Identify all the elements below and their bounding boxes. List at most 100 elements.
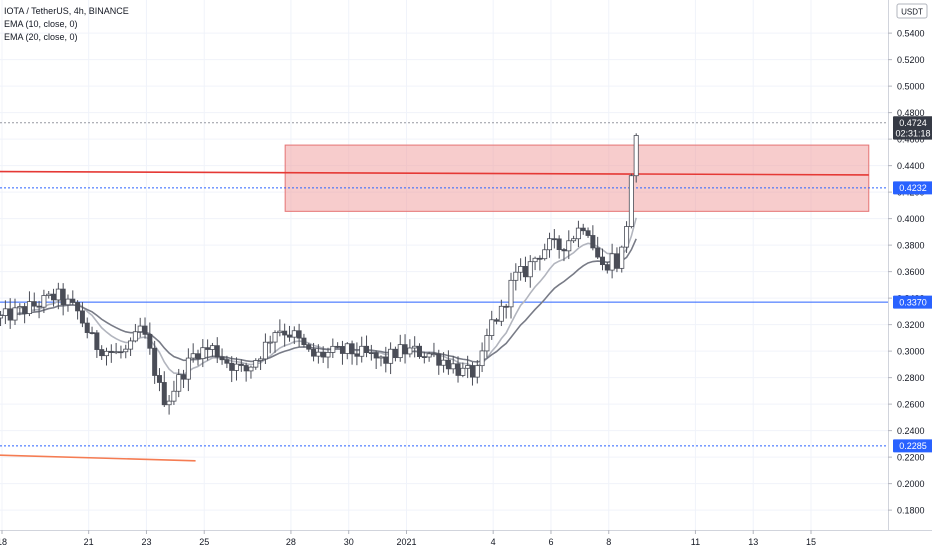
candle-body xyxy=(368,352,374,354)
x-tick-label: 21 xyxy=(84,537,94,547)
x-tick-label: 13 xyxy=(748,537,758,547)
candle-body xyxy=(455,363,461,376)
currency-box xyxy=(896,3,928,19)
y-tick-label: 0.2800 xyxy=(897,373,925,383)
candle-body xyxy=(282,330,288,336)
y-tick-label: 0.4400 xyxy=(897,161,925,171)
candle-body xyxy=(286,334,292,338)
candle-body xyxy=(306,344,312,350)
candle-body xyxy=(619,246,625,269)
candle-body xyxy=(84,322,90,333)
candle-body xyxy=(330,345,336,353)
candle-body xyxy=(445,359,451,370)
candle-body xyxy=(234,363,240,371)
candle-body xyxy=(113,351,119,354)
candle-body xyxy=(108,350,114,353)
time-axis-bg xyxy=(0,530,932,550)
y-tick-label: 0.2200 xyxy=(897,453,925,463)
candle-body xyxy=(0,315,4,319)
candle-body xyxy=(55,288,61,301)
candle-body xyxy=(185,357,191,380)
candle-body xyxy=(17,306,23,309)
price-axis-bg xyxy=(888,0,932,550)
candle-body xyxy=(65,298,71,306)
candle-body xyxy=(532,257,538,263)
price-label-text: 0.4724 xyxy=(899,118,927,128)
candle-body xyxy=(441,359,447,366)
candle-body xyxy=(378,356,384,359)
candle-body xyxy=(460,367,466,376)
candle-body xyxy=(325,352,331,358)
candle-body xyxy=(397,344,403,359)
candle-body xyxy=(624,226,630,248)
candle-body xyxy=(595,247,601,258)
candle-body xyxy=(383,356,389,364)
candle-body xyxy=(503,305,509,308)
price-label-text: 0.2285 xyxy=(899,441,927,451)
candle-body xyxy=(75,302,81,312)
candle-body xyxy=(171,390,177,402)
candle-body xyxy=(479,350,485,367)
candle-body xyxy=(585,230,591,236)
grid xyxy=(0,0,888,530)
candle-body xyxy=(542,249,548,260)
candle-body xyxy=(190,353,196,359)
x-tick-label: 28 xyxy=(286,537,296,547)
legend-ema20[interactable]: EMA (20, close, 0) xyxy=(4,32,78,42)
candle-body xyxy=(551,238,557,241)
resistance-zone xyxy=(284,144,870,212)
y-tick-label: 0.5200 xyxy=(897,55,925,65)
y-tick-label: 0.3800 xyxy=(897,241,925,251)
y-tick-label: 0.4800 xyxy=(897,108,925,118)
candle-body xyxy=(508,279,514,308)
candle-body xyxy=(364,345,370,353)
candle-body xyxy=(604,264,610,271)
candle-body xyxy=(243,365,249,372)
candle-body xyxy=(628,175,634,227)
candle-body xyxy=(417,345,423,357)
candle-body xyxy=(388,348,394,364)
candle-body xyxy=(89,332,95,334)
candle-body xyxy=(123,348,129,353)
candle-body xyxy=(147,333,153,349)
candle-body xyxy=(137,325,143,333)
candle-body xyxy=(575,227,581,240)
candle-body xyxy=(31,301,37,307)
candle-body xyxy=(320,351,326,358)
candle-body xyxy=(248,366,254,372)
candle-body xyxy=(344,343,350,354)
candle-body xyxy=(349,343,355,355)
legend-ema10[interactable]: EMA (10, close, 0) xyxy=(4,19,78,29)
y-tick-label: 0.4000 xyxy=(897,214,925,224)
candle-body xyxy=(561,249,567,252)
candle-body xyxy=(335,345,341,348)
candle-body xyxy=(301,337,307,346)
candle-body xyxy=(431,353,437,356)
candle-body xyxy=(450,363,456,370)
legend-symbol[interactable]: IOTA / TetherUS, 4h, BINANCE xyxy=(4,6,129,16)
candle-body xyxy=(253,360,259,368)
x-tick-label: 4 xyxy=(491,537,496,547)
candle-body xyxy=(392,348,398,359)
candle-body xyxy=(359,345,365,357)
x-tick-label: 18 xyxy=(0,537,7,547)
candle-body xyxy=(258,358,264,361)
candle-body xyxy=(166,400,172,406)
candle-body xyxy=(484,335,490,352)
candle-body xyxy=(633,135,639,177)
y-tick-label: 0.5000 xyxy=(897,82,925,92)
candle-body xyxy=(209,345,215,350)
candle-body xyxy=(205,347,211,350)
candle-body xyxy=(291,330,297,338)
y-tick-label: 0.3600 xyxy=(897,267,925,277)
candle-body xyxy=(214,345,220,358)
candle-body xyxy=(267,341,273,344)
candle-body xyxy=(571,238,577,242)
trend-lines xyxy=(0,170,869,462)
candle-body xyxy=(465,365,471,369)
candle-body xyxy=(142,325,148,335)
y-tick-label: 0.3200 xyxy=(897,320,925,330)
price-label-box xyxy=(893,116,932,130)
